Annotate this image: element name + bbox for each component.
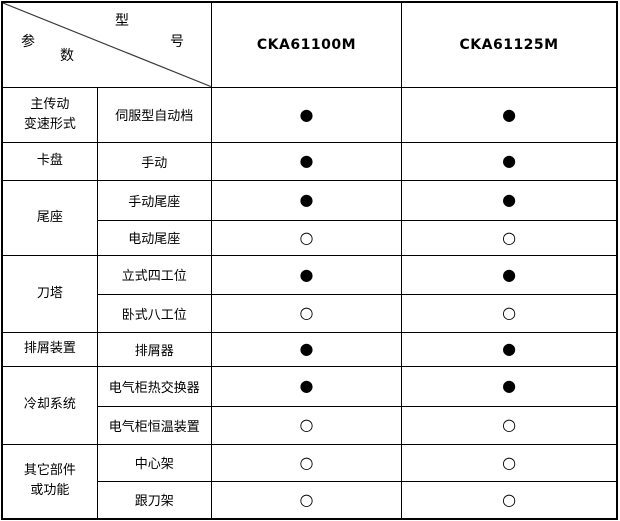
table-row: 其它部件 或功能 中心架 ○ ○: [1, 443, 618, 520]
category-cell-cooling-system: 冷却系统: [1, 365, 98, 445]
model-column-header-2: CKA61125M: [401, 1, 618, 88]
diagonal-param-label-char-2: 数: [60, 48, 74, 64]
category-cell-chuck: 卡盘: [1, 141, 98, 181]
table-row: 卧式八工位 ○ ○: [2, 293, 618, 333]
item-cell: 伺服型自动档: [96, 86, 212, 143]
category-cell-main-drive: 主传动 变速形式: [1, 86, 98, 143]
diagonal-model-label-char-1: 型: [115, 13, 129, 29]
category-cell-tailstock: 尾座: [1, 179, 98, 256]
marker-cell: ●: [210, 254, 403, 295]
marker-cell: ●: [210, 141, 403, 181]
item-cell: 手动: [96, 141, 212, 181]
marker-cell: ●: [401, 179, 618, 221]
item-cell: 立式四工位: [96, 254, 212, 295]
model-column-header-1: CKA61100M: [210, 1, 403, 88]
table-row: 尾座 手动尾座 ● ●: [1, 179, 618, 256]
diagonal-divider-line: [3, 3, 211, 86]
diagonal-header-cell: 型 号 参 数: [1, 1, 212, 88]
item-cell: 电气柜热交换器: [96, 365, 212, 407]
marker-cell: ○: [401, 405, 618, 445]
category-cell-other-parts: 其它部件 或功能: [1, 443, 98, 520]
item-cell: 中心架: [96, 443, 212, 482]
marker-cell: ○: [401, 219, 618, 256]
marker-cell: ○: [210, 443, 403, 482]
marker-cell: ○: [210, 480, 403, 520]
item-cell: 电气柜恒温装置: [96, 405, 212, 445]
table-row: 排屑装置 排屑器 ● ●: [1, 331, 618, 367]
item-cell: 电动尾座: [96, 219, 212, 256]
category-cell-chip-removal: 排屑装置: [1, 331, 98, 367]
table-row: 主传动 变速形式 伺服型自动档 ● ●: [1, 86, 618, 143]
marker-cell: ●: [401, 254, 618, 295]
diagonal-model-label-char-2: 号: [170, 34, 184, 50]
table-row: 电气柜恒温装置 ○ ○: [2, 405, 618, 445]
item-cell: 排屑器: [96, 331, 212, 367]
marker-cell: ○: [210, 219, 403, 256]
marker-cell: ○: [401, 443, 618, 482]
marker-cell: ●: [210, 86, 403, 143]
marker-cell: ●: [210, 331, 403, 367]
marker-cell: ●: [401, 331, 618, 367]
marker-cell: ●: [401, 365, 618, 407]
marker-cell: ●: [401, 141, 618, 181]
marker-cell: ○: [401, 293, 618, 333]
marker-cell: ●: [210, 365, 403, 407]
item-cell: 跟刀架: [96, 480, 212, 520]
marker-cell: ●: [210, 179, 403, 221]
marker-cell: ○: [210, 405, 403, 445]
table-row: 冷却系统 电气柜热交换器 ● ●: [1, 365, 618, 445]
table-row: 刀塔 立式四工位 ● ●: [1, 254, 618, 333]
marker-cell: ●: [401, 86, 618, 143]
item-cell: 手动尾座: [96, 179, 212, 221]
table-row: 跟刀架 ○ ○: [2, 480, 618, 520]
diagonal-param-label-char-1: 参: [21, 34, 35, 50]
item-cell: 卧式八工位: [96, 293, 212, 333]
category-cell-turret: 刀塔: [1, 254, 98, 333]
marker-cell: ○: [210, 293, 403, 333]
marker-cell: ○: [401, 480, 618, 520]
table-row: 卡盘 手动 ● ●: [1, 141, 618, 181]
